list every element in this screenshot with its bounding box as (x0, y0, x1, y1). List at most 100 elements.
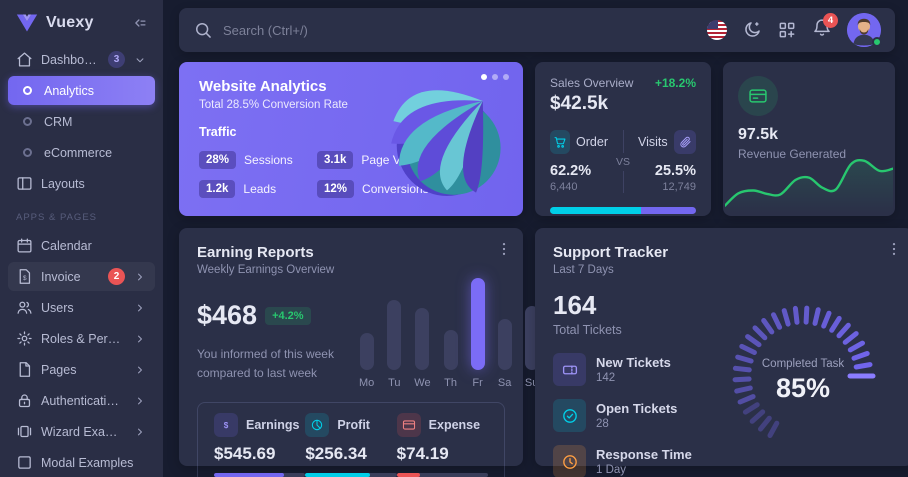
layout-icon (16, 175, 33, 192)
bar-label: Fr (472, 377, 483, 389)
breakdown-profit: Profit $256.34 (305, 413, 397, 477)
ticket-stat-open-tickets: Open Tickets 28 (553, 399, 711, 432)
file-icon (16, 361, 33, 378)
dark-mode-moon-icon[interactable] (742, 20, 762, 40)
sidebar-item-dashboard[interactable]: Dashboard 3 (8, 45, 155, 74)
sidebar-item-calendar[interactable]: Calendar (8, 231, 155, 260)
chevron-right-icon (133, 394, 147, 408)
card-menu-kebab-icon[interactable] (885, 240, 905, 260)
card-title: Sales Overview (550, 76, 634, 90)
weekly-bar-mo: Mo (359, 333, 374, 389)
sidebar-item-users[interactable]: Users (8, 293, 155, 322)
carousel-dot-3[interactable] (503, 74, 509, 80)
sidebar-item-invoice[interactable]: $ Invoice 2 (8, 262, 155, 291)
sidebar-item-label: Modal Examples (41, 455, 134, 470)
online-status-dot (872, 37, 882, 47)
bar-label: Su (524, 377, 539, 389)
traffic-stat-sessions: 28% Sessions (199, 151, 317, 169)
total-tickets-label: Total Tickets (553, 323, 622, 337)
search-icon[interactable] (193, 20, 213, 40)
sidebar-menu: Dashboard 3 Analytics CRM eCommerce Layouts Ap… (8, 45, 155, 477)
sidebar-item-layouts[interactable]: Layouts (8, 169, 155, 198)
ticket-stat-response-time: Response Time 1 Day (553, 445, 711, 477)
sidebar-item-ecommerce[interactable]: eCommerce (8, 138, 155, 167)
website-analytics-card: Website Analytics Total 28.5% Conversion… (179, 62, 523, 216)
sidebar-item-label: Wizard Examples (41, 424, 125, 439)
ticket-stat-label: New Tickets (596, 355, 671, 370)
shortcuts-grid-icon[interactable] (777, 20, 797, 40)
sales-change-badge: +18.2% (654, 76, 696, 90)
credit-card-icon (738, 76, 778, 116)
bar (443, 330, 458, 370)
bar (470, 278, 485, 370)
sidebar-item-wizard-examples[interactable]: Wizard Examples (8, 417, 155, 446)
earning-summary: $468 +4.2% You informed of this week com… (197, 278, 359, 389)
search-input[interactable] (223, 22, 523, 38)
language-flag-icon[interactable] (707, 20, 727, 40)
sidebar-item-roles-permissions[interactable]: Roles & Permissions (8, 324, 155, 353)
sidebar-section-apps-pages: Apps & Pages (16, 212, 97, 223)
vs-label: VS (615, 155, 630, 168)
svg-text:$: $ (23, 275, 27, 282)
website-analytics-content: Website Analytics Total 28.5% Conversion… (179, 62, 429, 216)
sidebar-item-authentications[interactable]: Authentications (8, 386, 155, 415)
svg-text:$: $ (224, 421, 229, 430)
home-icon (16, 51, 33, 68)
weekly-bar-we: We (414, 308, 431, 389)
bullet-icon (23, 117, 32, 126)
chevron-right-icon (133, 425, 147, 439)
sidebar-item-crm[interactable]: CRM (8, 107, 155, 136)
carousel-dot-2[interactable] (492, 74, 498, 80)
traffic-stat-label: Conversions (362, 182, 429, 196)
topbar: 4 (179, 8, 895, 52)
traffic-stat-value: 3.1k (317, 151, 354, 169)
carousel-dot-1[interactable] (481, 74, 487, 80)
bullet-icon (23, 86, 32, 95)
ticket-stat-label: Open Tickets (596, 401, 678, 416)
sales-total: $42.5k (550, 93, 609, 114)
sidebar-item-pages[interactable]: Pages (8, 355, 155, 384)
card-menu-kebab-icon[interactable] (495, 240, 515, 260)
chevron-down-icon (133, 53, 147, 67)
sidebar-item-analytics[interactable]: Analytics (8, 76, 155, 105)
ticket-stat-value: 28 (596, 418, 609, 430)
sidebar-item-label: CRM (44, 114, 73, 129)
gear-icon (16, 330, 33, 347)
user-avatar[interactable] (847, 13, 882, 47)
weekly-amount: $468 (197, 300, 258, 330)
users-icon (16, 299, 33, 316)
ticket-stat-label: Response Time (596, 447, 692, 462)
cards-row-2: Earning Reports Weekly Earnings Overview… (179, 228, 908, 477)
weekly-bar-chart: Mo Tu We Th Fr Sa Su (359, 278, 543, 389)
support-tracker-card: Support Tracker Last 7 Days 164 Total Ti… (535, 228, 908, 477)
brand-name: Vuexy (46, 14, 94, 31)
sidebar-item-label: Layouts (41, 176, 85, 191)
breakdown-label: Earnings (246, 418, 300, 432)
traffic-stat-leads: 1.2k Leads (199, 180, 317, 198)
notifications-bell-icon[interactable]: 4 (812, 12, 838, 43)
chevron-right-icon (133, 332, 147, 346)
traffic-stats: 28% Sessions 3.1k Page Views 1.2k Leads 12% Con… (199, 151, 429, 198)
sidebar-item-modal-examples[interactable]: Modal Examples (8, 448, 155, 477)
traffic-stat-value: 12% (317, 180, 355, 198)
traffic-stat-value: 28% (199, 151, 237, 169)
traffic-label: Traffic (199, 125, 237, 139)
earning-reports-card: Earning Reports Weekly Earnings Overview… (179, 228, 539, 477)
breakdown-progress (305, 473, 397, 477)
cart-icon (550, 130, 571, 154)
traffic-stat-value: 1.2k (199, 180, 236, 198)
pie-icon (305, 413, 330, 437)
sidebar-collapse-icon[interactable] (131, 14, 149, 32)
revenue-value: 97.5k (738, 126, 779, 143)
visits-stat: Visits 25.5% 12,749 (638, 130, 696, 193)
vs-divider: VS (608, 130, 638, 193)
sidebar: Vuexy Dashboard 3 Analytics CRM eCommerce Lay… (0, 0, 163, 477)
weekly-note: You informed of this week compared to la… (197, 347, 334, 380)
sidebar-item-label: Dashboard (41, 52, 100, 67)
visits-label: Visits (638, 135, 668, 149)
revenue-sparkline-chart (725, 158, 893, 213)
vuexy-logo-icon (16, 14, 38, 32)
order-count: 6,440 (550, 181, 578, 193)
sidebar-item-label: Invoice (41, 269, 81, 284)
